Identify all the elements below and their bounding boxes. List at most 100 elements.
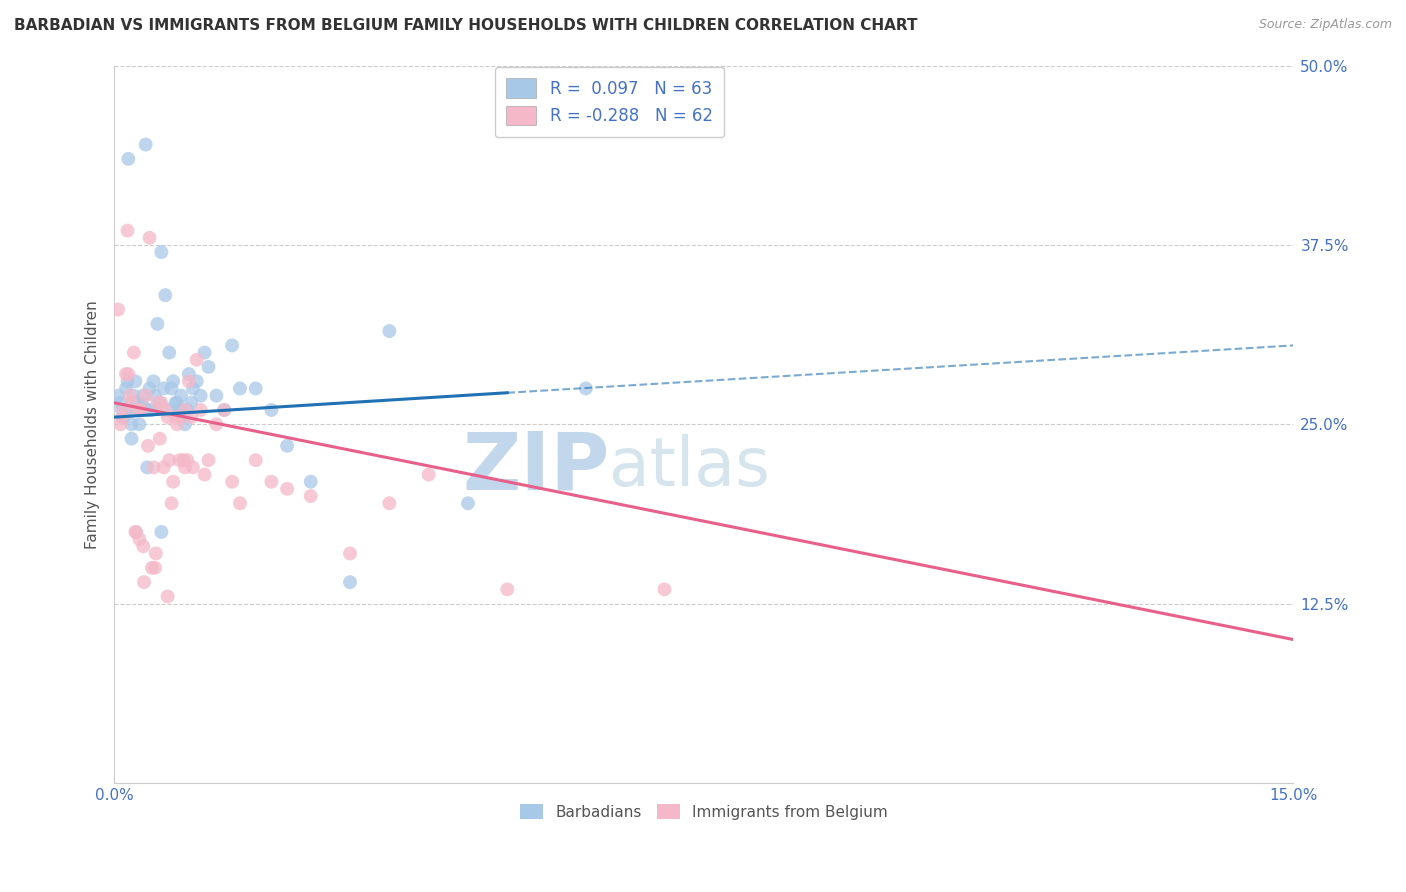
Point: [339, 575, 361, 590]
Point: [141, 561, 163, 575]
Point: [299, 489, 322, 503]
Point: [170, 389, 193, 403]
Point: [127, 396, 149, 410]
Point: [143, 561, 166, 575]
Point: [212, 403, 235, 417]
Point: [143, 389, 166, 403]
Point: [149, 396, 172, 410]
Point: [172, 410, 194, 425]
Point: [194, 345, 217, 359]
Point: [136, 439, 159, 453]
Point: [205, 389, 228, 403]
Point: [117, 374, 139, 388]
Point: [146, 317, 169, 331]
Point: [457, 496, 479, 510]
Point: [166, 417, 188, 432]
Point: [169, 403, 191, 417]
Point: [112, 403, 135, 417]
Point: [176, 453, 198, 467]
Point: [117, 224, 139, 238]
Point: [150, 245, 173, 260]
Point: [170, 403, 193, 417]
Point: [172, 453, 194, 467]
Point: [132, 575, 155, 590]
Point: [245, 453, 267, 467]
Point: [118, 403, 141, 417]
Point: [136, 403, 159, 417]
Point: [339, 546, 361, 560]
Point: [107, 302, 129, 317]
Point: [124, 374, 146, 388]
Point: [205, 417, 228, 432]
Point: [181, 381, 204, 395]
Point: [127, 403, 149, 417]
Point: [142, 460, 165, 475]
Point: [575, 381, 598, 395]
Point: [127, 403, 149, 417]
Point: [221, 338, 243, 352]
Point: [165, 396, 187, 410]
Point: [124, 524, 146, 539]
Point: [112, 410, 135, 425]
Point: [221, 475, 243, 489]
Point: [180, 410, 202, 425]
Point: [654, 582, 676, 597]
Point: [174, 403, 197, 417]
Point: [132, 539, 155, 553]
Point: [115, 403, 138, 417]
Point: [142, 374, 165, 388]
Point: [152, 381, 174, 395]
Point: [122, 389, 145, 403]
Point: [276, 482, 298, 496]
Point: [186, 352, 208, 367]
Point: [160, 496, 183, 510]
Point: [139, 403, 162, 417]
Point: [111, 403, 134, 417]
Point: [418, 467, 440, 482]
Point: [174, 460, 197, 475]
Point: [155, 288, 177, 302]
Point: [186, 374, 208, 388]
Point: [110, 396, 132, 410]
Point: [181, 460, 204, 475]
Point: [177, 367, 200, 381]
Point: [131, 396, 153, 410]
Point: [229, 496, 252, 510]
Point: [128, 532, 150, 546]
Point: [118, 389, 141, 403]
Point: [135, 137, 157, 152]
Point: [260, 403, 283, 417]
Point: [111, 410, 134, 425]
Point: [107, 389, 129, 403]
Point: [152, 460, 174, 475]
Point: [150, 396, 173, 410]
Point: [145, 546, 167, 560]
Point: [260, 475, 283, 489]
Point: [125, 524, 148, 539]
Point: [117, 152, 139, 166]
Point: [166, 396, 188, 410]
Point: [194, 467, 217, 482]
Point: [378, 324, 401, 338]
Text: Source: ZipAtlas.com: Source: ZipAtlas.com: [1258, 18, 1392, 31]
Point: [125, 396, 148, 410]
Text: BARBADIAN VS IMMIGRANTS FROM BELGIUM FAMILY HOUSEHOLDS WITH CHILDREN CORRELATION: BARBADIAN VS IMMIGRANTS FROM BELGIUM FAM…: [14, 18, 918, 33]
Point: [190, 403, 212, 417]
Point: [299, 475, 322, 489]
Point: [176, 403, 198, 417]
Text: atlas: atlas: [609, 434, 770, 500]
Point: [162, 374, 184, 388]
Point: [169, 453, 191, 467]
Point: [138, 231, 160, 245]
Point: [132, 389, 155, 403]
Point: [245, 381, 267, 395]
Point: [162, 475, 184, 489]
Point: [121, 432, 143, 446]
Point: [197, 359, 219, 374]
Point: [122, 345, 145, 359]
Point: [165, 410, 187, 425]
Point: [138, 381, 160, 395]
Point: [135, 389, 157, 403]
Y-axis label: Family Households with Children: Family Households with Children: [86, 300, 100, 549]
Point: [156, 403, 179, 417]
